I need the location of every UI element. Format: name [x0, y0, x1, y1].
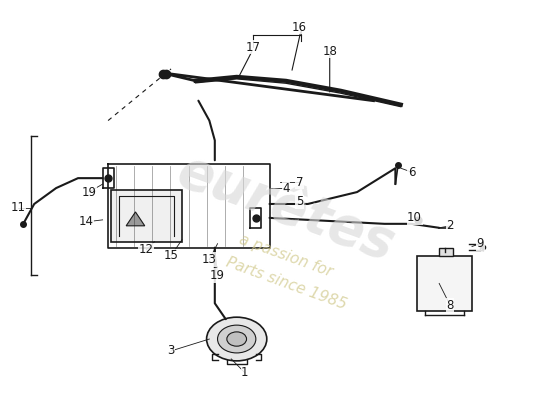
Text: 5: 5 [296, 196, 303, 208]
Text: 19: 19 [81, 186, 96, 198]
FancyBboxPatch shape [417, 256, 472, 311]
Text: 11: 11 [10, 202, 25, 214]
Text: 16: 16 [292, 21, 307, 34]
Text: 18: 18 [322, 44, 337, 58]
Text: 2: 2 [447, 219, 454, 232]
Text: 4: 4 [282, 182, 290, 194]
Text: 7: 7 [296, 176, 304, 189]
Text: 13: 13 [202, 253, 217, 266]
Circle shape [227, 332, 246, 346]
Text: 9: 9 [476, 237, 484, 250]
Text: 3: 3 [167, 344, 175, 358]
Text: 14: 14 [79, 215, 94, 228]
Polygon shape [126, 212, 145, 226]
Text: 19: 19 [210, 269, 225, 282]
Text: 17: 17 [246, 40, 261, 54]
Text: 15: 15 [163, 249, 178, 262]
Text: eurêtes: eurêtes [170, 145, 402, 271]
Circle shape [218, 325, 256, 353]
FancyBboxPatch shape [439, 248, 453, 256]
Text: 8: 8 [447, 299, 454, 312]
Text: a passion for: a passion for [237, 232, 335, 280]
Text: 1: 1 [241, 366, 249, 379]
FancyBboxPatch shape [111, 190, 182, 242]
Text: Parts since 1985: Parts since 1985 [224, 255, 348, 312]
Text: 6: 6 [408, 166, 416, 179]
Text: 10: 10 [407, 211, 422, 224]
Circle shape [207, 317, 267, 361]
Text: 12: 12 [139, 243, 154, 256]
